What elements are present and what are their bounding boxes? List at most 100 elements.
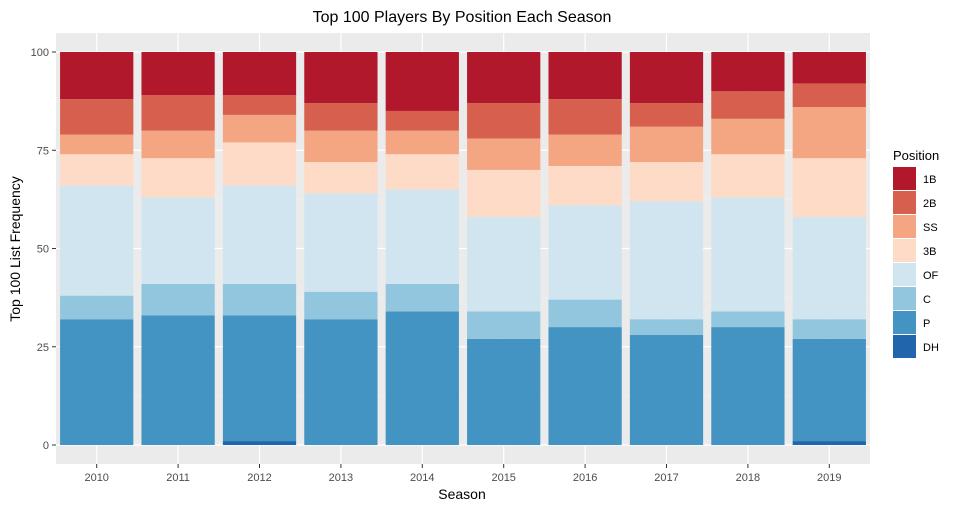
bar-segment-1b-2013 (304, 52, 378, 104)
bar-segment-c-2017 (629, 319, 704, 335)
bar-segment-2b-2012 (222, 95, 297, 115)
bar-segment-of-2013 (304, 193, 378, 292)
bar-segment-2b-2017 (629, 103, 704, 127)
bar-segment-2b-2014 (385, 110, 459, 131)
bar-segment-1b-2010 (60, 52, 134, 100)
bar-segment-ss-2014 (385, 130, 459, 155)
chart-title: Top 100 Players By Position Each Season (313, 9, 612, 26)
x-tick-label: 2018 (736, 472, 760, 484)
bar-segment-3b-2013 (304, 162, 378, 194)
bar-segment-c-2015 (467, 311, 541, 339)
bar-segment-1b-2017 (629, 52, 704, 104)
bar-segment-p-2013 (304, 319, 378, 445)
legend-label-c: C (923, 294, 931, 306)
bar-segment-p-2015 (467, 338, 541, 445)
legend-label-2b: 2B (923, 198, 936, 210)
bar-segment-1b-2018 (711, 52, 785, 92)
legend-label-dh: DH (923, 342, 939, 354)
legend-key-p (893, 311, 916, 334)
bar-segment-1b-2012 (222, 52, 297, 96)
x-axis-ticks: 2010 2011 2012 2013 2014 2015 2016 2017 2018 2019 (84, 464, 842, 484)
legend: Position 1B 2B SS 3B OF CP DH (893, 148, 939, 358)
bar-segment-2b-2015 (467, 103, 541, 139)
bar-segment-ss-2016 (548, 134, 622, 166)
x-axis-title: Season (438, 486, 485, 502)
legend-key-3b (893, 239, 916, 262)
bar-segment-ss-2015 (467, 138, 541, 170)
legend-label-3b: 3B (923, 246, 936, 258)
bar-segment-3b-2010 (60, 154, 134, 186)
legend-title: Position (893, 148, 939, 163)
x-tick-label: 2017 (654, 472, 678, 484)
bar-segment-p-2016 (548, 327, 622, 445)
x-tick-label: 2013 (329, 472, 353, 484)
bar-segment-ss-2018 (711, 118, 785, 155)
bar-segment-ss-2010 (60, 134, 134, 155)
bar-segment-ss-2012 (222, 114, 297, 143)
y-tick-label: 25 (37, 342, 49, 354)
bar-segment-of-2017 (629, 201, 704, 320)
bar-segment-p-2019 (792, 338, 866, 442)
bar-segment-ss-2013 (304, 130, 378, 163)
legend-key-2b (893, 191, 916, 214)
legend-label-ss: SS (923, 222, 938, 234)
bar-segment-ss-2019 (792, 107, 866, 159)
legend-key-ss (893, 215, 916, 238)
x-tick-label: 2010 (84, 472, 108, 484)
bar-segment-c-2018 (711, 311, 785, 328)
bar-segment-1b-2014 (385, 52, 459, 111)
legend-key-1b (893, 167, 916, 190)
bar-segment-of-2014 (385, 189, 459, 284)
y-tick-label: 0 (43, 440, 49, 452)
x-tick-label: 2014 (410, 472, 434, 484)
bar-segment-2b-2018 (711, 91, 785, 119)
bar-segment-of-2016 (548, 205, 622, 300)
bar-segment-3b-2012 (222, 142, 297, 186)
x-tick-label: 2012 (247, 472, 271, 484)
bar-segment-ss-2017 (629, 126, 704, 163)
bar-segment-2b-2019 (792, 83, 866, 108)
bar-segment-1b-2015 (467, 52, 541, 104)
bar-segment-of-2010 (60, 185, 134, 296)
bar-segment-c-2016 (548, 299, 622, 328)
bar-segment-2b-2011 (141, 95, 215, 131)
bar-segment-dh-2012 (222, 441, 297, 445)
x-tick-label: 2016 (573, 472, 597, 484)
y-axis-ticks: 0 25 50 75 100 (31, 47, 56, 452)
bar-segment-of-2015 (467, 217, 541, 312)
legend-label-p: P (923, 318, 930, 330)
bar-segment-c-2012 (222, 283, 297, 316)
bar-segment-2b-2013 (304, 103, 378, 131)
bar-segment-p-2012 (222, 315, 297, 442)
bar-segment-2b-2016 (548, 99, 622, 135)
bars (60, 52, 866, 445)
bar-segment-of-2018 (711, 197, 785, 312)
bar-segment-1b-2011 (141, 52, 215, 96)
bar-segment-p-2017 (629, 334, 704, 445)
bar-segment-3b-2019 (792, 158, 866, 218)
bar-segment-of-2019 (792, 217, 866, 320)
x-tick-label: 2019 (817, 472, 841, 484)
bar-segment-p-2014 (385, 311, 459, 445)
bar-segment-3b-2014 (385, 154, 459, 190)
bar-segment-ss-2011 (141, 130, 215, 159)
bar-segment-c-2011 (141, 283, 215, 316)
bar-segment-3b-2011 (141, 158, 215, 198)
bar-segment-of-2012 (222, 185, 297, 284)
bar-segment-p-2010 (60, 319, 134, 445)
x-tick-label: 2015 (491, 472, 515, 484)
bar-segment-2b-2010 (60, 99, 134, 135)
bar-segment-c-2019 (792, 319, 866, 339)
y-axis-title: Top 100 List Frequency (7, 176, 23, 322)
bar-segment-3b-2015 (467, 169, 541, 218)
y-tick-label: 75 (37, 145, 49, 157)
legend-key-c (893, 287, 916, 310)
bar-segment-1b-2019 (792, 52, 866, 84)
bar-segment-dh-2019 (792, 441, 866, 445)
bar-segment-3b-2016 (548, 165, 622, 206)
y-tick-label: 100 (31, 47, 49, 59)
y-tick-label: 50 (37, 244, 49, 256)
legend-key-dh (893, 335, 916, 358)
legend-key-of (893, 263, 916, 286)
